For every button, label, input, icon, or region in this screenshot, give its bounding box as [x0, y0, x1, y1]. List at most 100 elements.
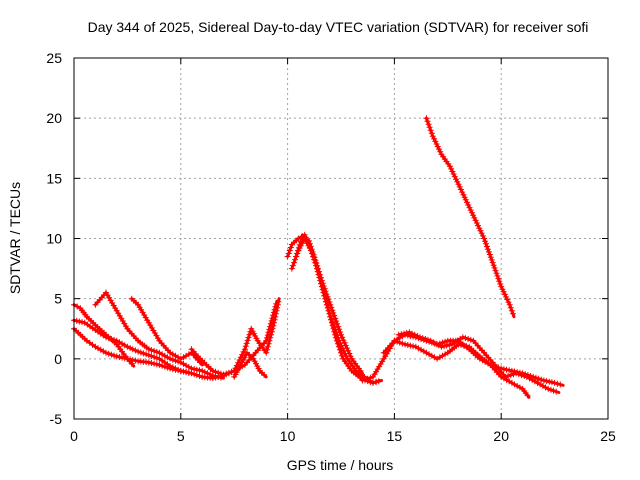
- data-point: [337, 329, 343, 335]
- data-point: [442, 338, 449, 345]
- data-point: [472, 217, 479, 224]
- series-line: [286, 233, 381, 385]
- data-point: [129, 357, 136, 363]
- data-point: [340, 337, 347, 344]
- y-tick-label: -5: [50, 411, 63, 427]
- data-point: [475, 222, 481, 229]
- data-point: [74, 303, 81, 310]
- data-point: [496, 278, 503, 285]
- data-point: [485, 248, 492, 255]
- data-point: [167, 365, 174, 372]
- data-point: [417, 334, 423, 341]
- data-point: [503, 366, 510, 373]
- data-point: [127, 345, 134, 351]
- data-point: [465, 336, 472, 342]
- data-point: [341, 339, 348, 346]
- data-point: [153, 361, 160, 368]
- data-point: [467, 207, 474, 214]
- data-point: [266, 337, 273, 344]
- data-point: [500, 366, 507, 373]
- data-point: [268, 331, 274, 338]
- data-point: [546, 378, 553, 385]
- data-point: [486, 251, 493, 258]
- data-point: [554, 380, 561, 387]
- data-point: [425, 121, 432, 128]
- data-point: [436, 146, 442, 153]
- data-point: [508, 307, 515, 314]
- data-point: [464, 199, 470, 206]
- data-point: [457, 186, 464, 193]
- data-point: [270, 322, 277, 329]
- data-point: [193, 372, 200, 379]
- data-point: [289, 262, 296, 269]
- data-point: [164, 364, 171, 371]
- data-point: [557, 381, 564, 388]
- y-tick-label: 25: [46, 50, 62, 66]
- data-point: [161, 363, 168, 370]
- x-tick-label: 5: [177, 428, 185, 444]
- data-point: [315, 265, 322, 272]
- data-point: [510, 371, 517, 378]
- data-point: [129, 346, 136, 353]
- data-point: [550, 387, 557, 394]
- chart-title: Day 344 of 2025, Sidereal Day-to-day VTE…: [88, 19, 589, 35]
- data-point: [135, 348, 142, 355]
- data-point: [148, 353, 155, 360]
- data-point: [288, 265, 295, 272]
- data-point: [543, 378, 550, 385]
- data-point: [284, 253, 291, 260]
- data-point: [456, 183, 463, 190]
- data-point: [553, 388, 560, 395]
- data-point: [270, 319, 277, 326]
- data-point: [267, 334, 274, 341]
- data-point: [396, 339, 403, 346]
- series-track-4: [92, 289, 225, 381]
- data-point: [298, 236, 305, 242]
- data-point: [513, 370, 520, 377]
- data-point: [327, 313, 334, 320]
- data-point: [316, 268, 322, 275]
- data-point: [499, 286, 506, 293]
- series-track-12: [380, 337, 531, 399]
- plot-series: [71, 115, 565, 399]
- data-point: [320, 283, 327, 289]
- data-point: [448, 165, 455, 172]
- data-point: [241, 346, 248, 353]
- data-point: [201, 369, 208, 376]
- data-point: [410, 343, 417, 350]
- data-point: [434, 143, 441, 150]
- data-point: [473, 220, 480, 226]
- data-point: [439, 339, 446, 346]
- data-point: [306, 240, 313, 247]
- data-point: [132, 357, 139, 364]
- data-point: [156, 361, 163, 368]
- data-point: [328, 304, 335, 311]
- data-point: [460, 342, 467, 349]
- data-point: [293, 253, 300, 260]
- data-point: [193, 366, 200, 373]
- data-point: [345, 347, 352, 354]
- data-point: [172, 366, 179, 373]
- data-point: [502, 373, 509, 380]
- data-point: [76, 318, 83, 325]
- data-point: [140, 350, 147, 357]
- data-point: [73, 317, 80, 324]
- data-point: [204, 370, 211, 377]
- data-point: [313, 260, 320, 267]
- data-point: [505, 373, 512, 379]
- data-point: [143, 351, 150, 358]
- data-point: [493, 270, 500, 277]
- data-point: [311, 254, 318, 261]
- data-point: [271, 316, 278, 323]
- data-point: [478, 230, 485, 237]
- data-point: [547, 386, 554, 393]
- data-point: [346, 350, 353, 357]
- data-point: [79, 319, 85, 326]
- data-point: [285, 250, 292, 257]
- x-axis-label: GPS time / hours: [287, 457, 394, 473]
- data-point: [548, 379, 555, 386]
- data-point: [343, 345, 350, 352]
- data-point: [287, 244, 294, 251]
- data-point: [509, 310, 516, 317]
